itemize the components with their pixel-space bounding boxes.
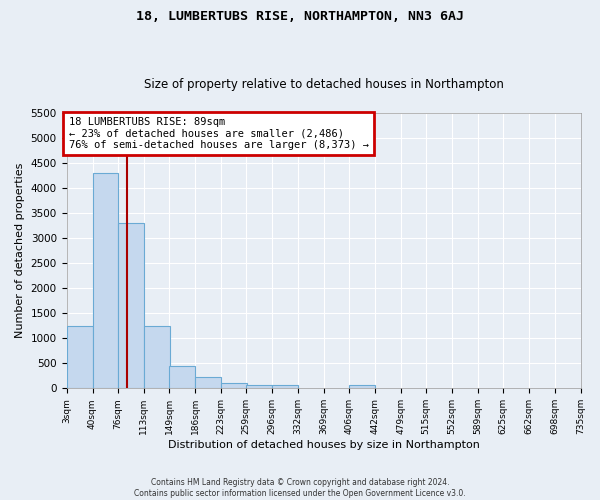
Bar (349, 386, 376, 388)
Bar (118, 223, 144, 388)
Bar (67, 326, 92, 388)
Title: Size of property relative to detached houses in Northampton: Size of property relative to detached ho… (143, 78, 503, 91)
Text: 18 LUMBERTUBS RISE: 89sqm
← 23% of detached houses are smaller (2,486)
76% of se: 18 LUMBERTUBS RISE: 89sqm ← 23% of detac… (68, 117, 368, 150)
Bar (169, 366, 195, 388)
Text: 18, LUMBERTUBS RISE, NORTHAMPTON, NN3 6AJ: 18, LUMBERTUBS RISE, NORTHAMPTON, NN3 6A… (136, 10, 464, 23)
Bar (272, 386, 298, 388)
Bar (246, 384, 272, 388)
Bar (195, 378, 221, 388)
Text: Contains HM Land Registry data © Crown copyright and database right 2024.
Contai: Contains HM Land Registry data © Crown c… (134, 478, 466, 498)
Y-axis label: Number of detached properties: Number of detached properties (15, 163, 25, 338)
X-axis label: Distribution of detached houses by size in Northampton: Distribution of detached houses by size … (167, 440, 479, 450)
Bar (92, 173, 118, 388)
Bar (144, 326, 170, 388)
Bar (221, 384, 247, 388)
